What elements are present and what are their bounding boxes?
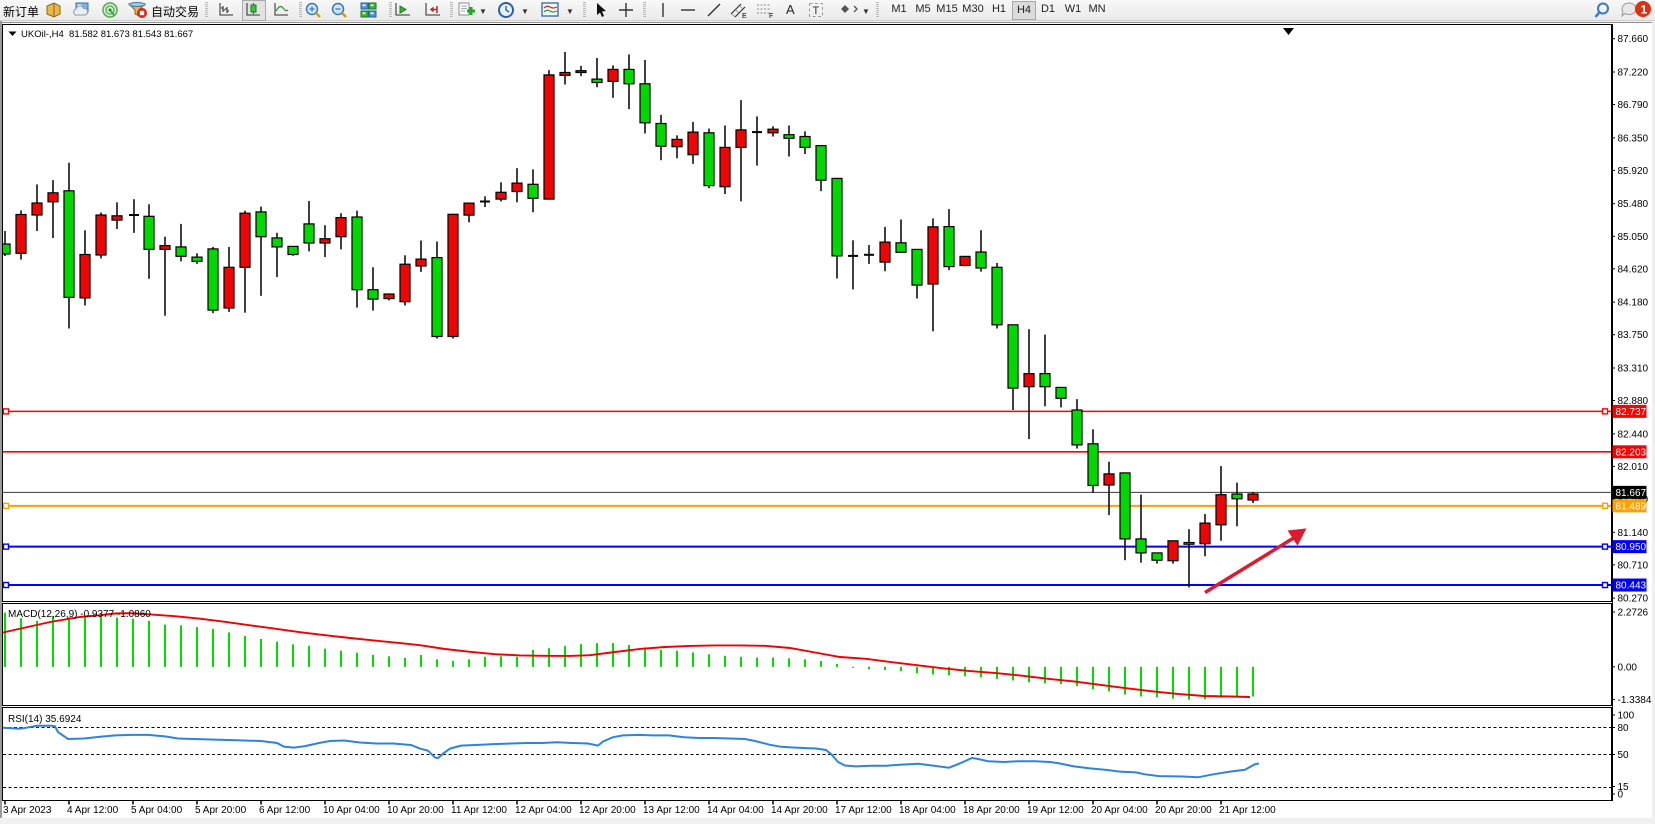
- svg-text:81.140: 81.140: [1618, 528, 1649, 539]
- svg-text:83.750: 83.750: [1618, 330, 1649, 341]
- svg-text:15: 15: [1618, 782, 1630, 793]
- svg-text:81.489: 81.489: [1616, 501, 1647, 512]
- svg-text:12 Apr 04:00: 12 Apr 04:00: [515, 805, 572, 816]
- svg-text:81.667: 81.667: [1616, 488, 1647, 499]
- svg-text:87.220: 87.220: [1618, 68, 1649, 79]
- svg-text:13 Apr 12:00: 13 Apr 12:00: [643, 805, 700, 816]
- svg-text:UKOil-,H4 81.582 81.673 81.54: UKOil-,H4 81.582 81.673 81.543 81.667: [21, 29, 193, 40]
- svg-text:18 Apr 20:00: 18 Apr 20:00: [963, 805, 1020, 816]
- svg-text:20 Apr 20:00: 20 Apr 20:00: [1155, 805, 1212, 816]
- svg-text:E: E: [742, 13, 747, 19]
- svg-text:5 Apr 04:00: 5 Apr 04:00: [131, 805, 183, 816]
- svg-text:4 Apr 12:00: 4 Apr 12:00: [67, 805, 119, 816]
- svg-text:82.737: 82.737: [1616, 407, 1647, 418]
- svg-text:F: F: [769, 13, 773, 19]
- svg-text:14 Apr 20:00: 14 Apr 20:00: [771, 805, 828, 816]
- svg-text:21 Apr 12:00: 21 Apr 12:00: [1219, 805, 1276, 816]
- svg-text:18 Apr 04:00: 18 Apr 04:00: [899, 805, 956, 816]
- svg-text:80: 80: [1618, 723, 1630, 734]
- svg-text:14 Apr 04:00: 14 Apr 04:00: [707, 805, 764, 816]
- svg-text:3 Apr 2023: 3 Apr 2023: [3, 805, 52, 816]
- svg-text:12 Apr 20:00: 12 Apr 20:00: [579, 805, 636, 816]
- svg-text:20 Apr 04:00: 20 Apr 04:00: [1091, 805, 1148, 816]
- svg-text:0: 0: [1618, 790, 1624, 801]
- svg-text:T: T: [813, 5, 820, 17]
- svg-text:86.790: 86.790: [1618, 100, 1649, 111]
- svg-text:87.660: 87.660: [1618, 34, 1649, 45]
- svg-text:85.920: 85.920: [1618, 166, 1649, 177]
- svg-text:100: 100: [1618, 711, 1635, 722]
- svg-text:82.010: 82.010: [1618, 462, 1649, 473]
- svg-text:6 Apr 12:00: 6 Apr 12:00: [259, 805, 311, 816]
- svg-text:85.480: 85.480: [1618, 199, 1649, 210]
- svg-text:MACD(12,26,9) -0.9377 -1.0860: MACD(12,26,9) -0.9377 -1.0860: [8, 609, 151, 620]
- svg-text:17 Apr 12:00: 17 Apr 12:00: [835, 805, 892, 816]
- svg-text:10 Apr 20:00: 10 Apr 20:00: [387, 805, 444, 816]
- svg-text:5 Apr 20:00: 5 Apr 20:00: [195, 805, 247, 816]
- svg-text:10 Apr 04:00: 10 Apr 04:00: [323, 805, 380, 816]
- svg-text:2.2726: 2.2726: [1618, 608, 1649, 619]
- svg-text:80.710: 80.710: [1618, 560, 1649, 571]
- svg-text:RSI(14) 35.6924: RSI(14) 35.6924: [8, 714, 82, 725]
- svg-text:82.880: 82.880: [1618, 396, 1649, 407]
- svg-text:0.00: 0.00: [1618, 662, 1638, 673]
- svg-text:82.203: 82.203: [1616, 447, 1647, 458]
- svg-text:80.443: 80.443: [1616, 581, 1647, 592]
- svg-text:-1.3384: -1.3384: [1618, 695, 1652, 706]
- svg-text:84.620: 84.620: [1618, 264, 1649, 275]
- svg-text:80.950: 80.950: [1616, 542, 1647, 553]
- svg-text:50: 50: [1618, 750, 1630, 761]
- svg-text:85.050: 85.050: [1618, 232, 1649, 243]
- svg-text:83.310: 83.310: [1618, 363, 1649, 374]
- svg-text:1: 1: [1641, 3, 1648, 17]
- svg-text:82.440: 82.440: [1618, 429, 1649, 440]
- svg-text:19 Apr 12:00: 19 Apr 12:00: [1027, 805, 1084, 816]
- svg-text:84.180: 84.180: [1618, 298, 1649, 309]
- svg-text:80.270: 80.270: [1618, 594, 1649, 605]
- svg-text:86.350: 86.350: [1618, 133, 1649, 144]
- svg-text:11 Apr 12:00: 11 Apr 12:00: [451, 805, 507, 816]
